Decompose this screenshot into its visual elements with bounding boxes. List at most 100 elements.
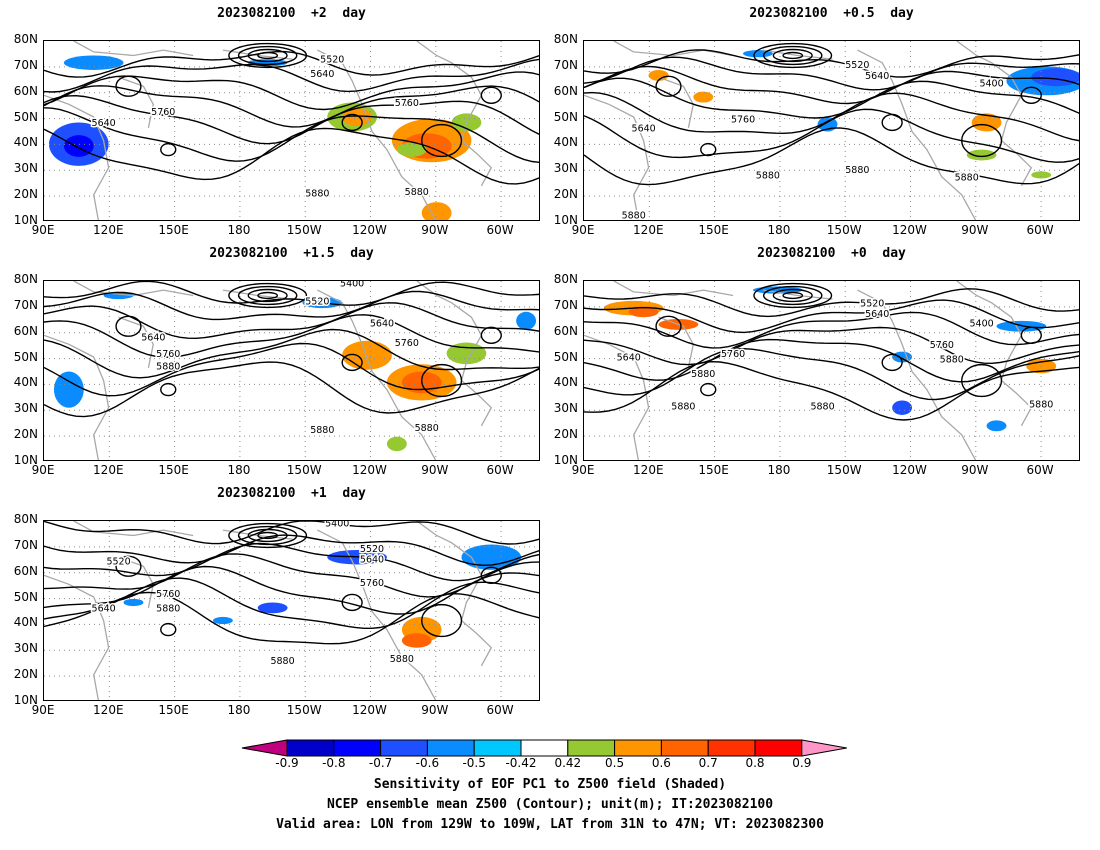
contour-line bbox=[44, 565, 539, 615]
closed-contour bbox=[115, 75, 142, 97]
closed-contour bbox=[341, 353, 363, 372]
lon-tick-label: 150E bbox=[698, 223, 729, 237]
z500-contours bbox=[584, 42, 1079, 186]
shading-blob bbox=[1031, 68, 1079, 87]
lon-tick-label: 150W bbox=[826, 223, 862, 237]
shading-blob bbox=[386, 436, 407, 452]
closed-contour bbox=[480, 326, 502, 344]
lat-tick-label: 60N bbox=[553, 83, 578, 98]
coastline bbox=[44, 334, 110, 460]
coastline bbox=[73, 281, 194, 297]
contour-label: 5640 bbox=[92, 118, 116, 129]
lat-tick-label: 80N bbox=[553, 32, 578, 46]
coastline bbox=[658, 316, 694, 369]
lon-tick-label: 120W bbox=[892, 463, 927, 477]
lat-tick-label: 80N bbox=[13, 512, 38, 526]
contour-label: 5520 bbox=[845, 60, 869, 71]
graticule bbox=[44, 41, 539, 220]
lon-tick-label: 90W bbox=[961, 463, 989, 477]
contour-label: 5640 bbox=[370, 318, 394, 329]
lat-tick-label: 60N bbox=[13, 323, 38, 338]
contour-label: 5640 bbox=[617, 353, 641, 364]
lat-tick-label: 60N bbox=[553, 323, 578, 338]
contour-line bbox=[584, 49, 1079, 78]
lat-tick-label: 50N bbox=[553, 349, 578, 364]
contour-label: 5880 bbox=[156, 604, 180, 615]
panel-title: 2023082100 +2 day bbox=[217, 6, 366, 21]
contour-line bbox=[44, 50, 539, 78]
contour-line bbox=[584, 56, 1079, 91]
lon-tick-label: 120W bbox=[352, 223, 387, 237]
map-panel: 5640 5760 5520 5640 5760 5880 5880 bbox=[43, 40, 540, 221]
closed-low-contour bbox=[782, 51, 804, 60]
contour-line bbox=[44, 542, 539, 582]
z500-contours bbox=[44, 42, 539, 185]
lat-tick-label: 50N bbox=[13, 349, 38, 364]
contour-line bbox=[44, 314, 539, 359]
closed-low-contour bbox=[762, 285, 823, 306]
closed-contour bbox=[961, 123, 1003, 158]
shading-blob bbox=[516, 311, 537, 330]
coastline bbox=[1001, 140, 1033, 187]
coastlines bbox=[584, 41, 1033, 220]
contour-label: 5400 bbox=[340, 280, 364, 289]
lat-tick-label: 60N bbox=[13, 563, 38, 578]
coastline bbox=[73, 521, 194, 537]
shading-blob bbox=[396, 142, 427, 157]
coastline bbox=[317, 289, 437, 460]
colorbar-box bbox=[520, 739, 569, 757]
coastlines bbox=[44, 281, 493, 460]
shading-blob bbox=[461, 544, 522, 570]
coastline bbox=[416, 41, 483, 141]
contour-label: 5880 bbox=[756, 171, 780, 182]
coastline bbox=[461, 620, 493, 667]
lon-tick-label: 60W bbox=[486, 223, 514, 237]
lon-tick-label: 150E bbox=[158, 463, 189, 477]
contour-line bbox=[584, 299, 1079, 334]
coastline bbox=[658, 76, 694, 129]
closed-contour bbox=[961, 363, 1003, 398]
lat-tick-label: 40N bbox=[553, 135, 578, 150]
lon-tick-label: 90E bbox=[31, 463, 55, 477]
lon-tick-label: 150E bbox=[158, 223, 189, 237]
contour-label: 5880 bbox=[390, 654, 414, 665]
contour-label: 5760 bbox=[151, 107, 175, 118]
closed-low-contour bbox=[782, 291, 804, 300]
contour-label: 5520 bbox=[320, 55, 344, 66]
colorbar-tick-label: -0.6 bbox=[415, 756, 440, 770]
lon-tick-label: 120W bbox=[352, 703, 387, 717]
shading-blob bbox=[986, 420, 1007, 432]
shading-blob bbox=[212, 616, 233, 625]
lon-tick-label: 90E bbox=[31, 703, 55, 717]
colorbar-box bbox=[660, 739, 709, 757]
z500-contours bbox=[44, 281, 539, 418]
closed-low-contour bbox=[772, 48, 813, 63]
caption-line-3: Valid area: LON from 129W to 109W, LAT f… bbox=[276, 817, 824, 832]
lat-tick-label: 40N bbox=[553, 375, 578, 390]
lon-tick-label: 60W bbox=[486, 703, 514, 717]
contour-line bbox=[44, 521, 539, 545]
colorbar-box bbox=[333, 739, 382, 757]
contour-labels: 5640 5760 5520 5640 5760 5880 5880 bbox=[90, 53, 430, 201]
lon-tick-label: 90W bbox=[421, 703, 449, 717]
contour-label: 5880 bbox=[955, 172, 979, 183]
lat-tick-label: 80N bbox=[13, 272, 38, 286]
closed-low-contour bbox=[772, 288, 813, 303]
lon-tick-label: 120E bbox=[93, 463, 124, 477]
colorbar-tick-label: 0.8 bbox=[745, 756, 765, 770]
contour-label: 5760 bbox=[360, 578, 384, 589]
contour-label: 5880 bbox=[415, 423, 439, 434]
lon-tick-label: 120E bbox=[93, 223, 124, 237]
colorbar-box bbox=[614, 739, 662, 757]
closed-contour bbox=[700, 142, 717, 157]
lon-tick-label: 90E bbox=[571, 463, 595, 477]
colorbar-box bbox=[380, 739, 428, 757]
contour-line bbox=[44, 58, 539, 93]
shading-blob bbox=[966, 149, 997, 161]
panel-title: 2023082100 +1.5 day bbox=[209, 246, 374, 261]
lon-tick-label: 150W bbox=[826, 463, 862, 477]
lon-tick-label: 60W bbox=[1026, 463, 1054, 477]
closed-contour bbox=[160, 382, 177, 397]
